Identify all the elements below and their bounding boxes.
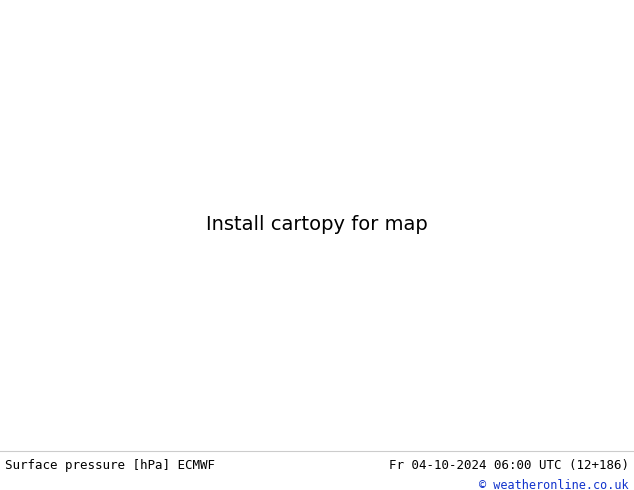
Text: Fr 04-10-2024 06:00 UTC (12+186): Fr 04-10-2024 06:00 UTC (12+186) xyxy=(389,459,629,471)
Text: Surface pressure [hPa] ECMWF: Surface pressure [hPa] ECMWF xyxy=(5,459,215,471)
Text: © weatheronline.co.uk: © weatheronline.co.uk xyxy=(479,479,629,490)
Text: Install cartopy for map: Install cartopy for map xyxy=(206,216,428,234)
